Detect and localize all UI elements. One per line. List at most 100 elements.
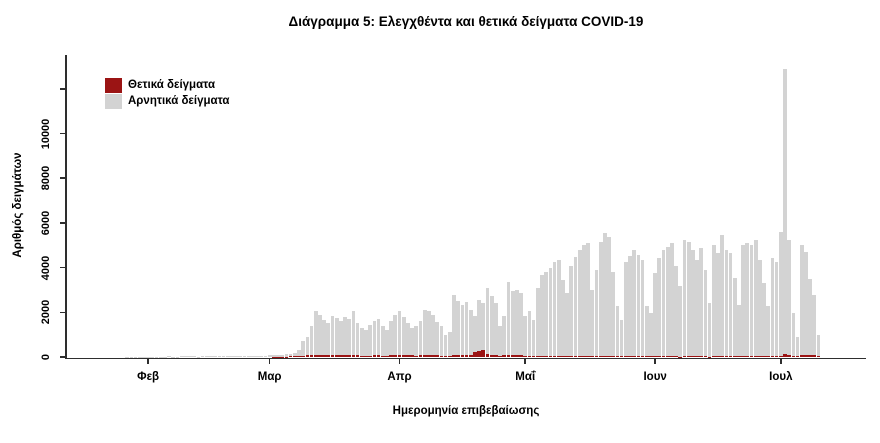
bar-positive-segment (577, 355, 582, 357)
bar-positive-segment (477, 350, 481, 357)
bar-positive-segment (561, 356, 565, 357)
bar-positive-segment (297, 355, 301, 357)
bar-negative-segment (661, 249, 666, 357)
bar-positive-segment (628, 355, 632, 357)
bar-positive-segment (615, 356, 620, 357)
bar-negative-segment (200, 356, 205, 357)
bar-negative-segment (804, 251, 808, 355)
bar-negative-segment (670, 243, 674, 357)
bar-positive-segment (301, 355, 306, 357)
bar-positive-segment (758, 356, 762, 357)
bar-positive-segment (703, 356, 708, 357)
bar-negative-segment (770, 258, 775, 356)
bar-positive-segment (783, 354, 787, 357)
bar-negative-segment (569, 266, 574, 356)
bar-positive-segment (414, 355, 419, 357)
bar-positive-segment (556, 355, 561, 357)
bar-positive-segment (431, 355, 435, 357)
bar-negative-segment (351, 311, 356, 355)
bar-positive-segment (334, 355, 339, 357)
bar-positive-segment (468, 354, 473, 357)
bar-positive-segment (804, 354, 808, 357)
bar-negative-segment (355, 323, 360, 356)
bar-negative-segment (347, 319, 352, 356)
bar-positive-segment (762, 356, 766, 357)
bar-positive-segment (540, 355, 544, 357)
bar-negative-segment (427, 311, 431, 356)
bar-positive-segment (711, 356, 716, 357)
bar-negative-segment (255, 355, 259, 357)
bar-positive-segment (670, 356, 674, 357)
bar-negative-segment (502, 316, 507, 356)
bar-negative-segment (179, 356, 184, 357)
bar-negative-segment (334, 317, 339, 356)
bar-negative-segment (540, 274, 544, 356)
bar-positive-segment (288, 356, 293, 357)
bar-negative-segment (724, 249, 729, 357)
y-axis-label: Αριθμός δειγμάτων (12, 152, 24, 258)
bar-negative-segment (464, 301, 469, 355)
bar-positive-segment (427, 355, 431, 357)
y-tick-mark (60, 132, 65, 135)
x-tick-mark (524, 359, 526, 364)
bar-positive-segment (594, 355, 599, 357)
bar-negative-segment (485, 288, 490, 354)
bar-positive-segment (695, 356, 699, 357)
bar-negative-segment (477, 299, 481, 351)
x-tick-label: Φεβ (137, 371, 160, 383)
bar-negative-segment (758, 259, 762, 357)
bar-negative-segment (414, 326, 419, 356)
bar-negative-segment (728, 253, 733, 357)
bar-positive-segment (309, 354, 314, 357)
bar-negative-segment (213, 356, 218, 357)
x-tick-label: Απρ (387, 371, 412, 383)
bar-positive-segment (368, 355, 373, 357)
bar-negative-segment (619, 319, 624, 357)
bar-positive-segment (812, 355, 817, 357)
bar-positive-segment (586, 356, 590, 357)
bar-positive-segment (347, 355, 352, 357)
chart-title: Διάγραμμα 5: Ελεγχθέντα και θετικά δείγμ… (288, 14, 644, 29)
bar-positive-segment (636, 355, 641, 357)
bar-negative-segment (716, 253, 720, 357)
bar-negative-segment (808, 278, 813, 356)
bar-positive-segment (799, 354, 804, 357)
bar-positive-segment (389, 355, 394, 357)
bar-negative-segment (682, 239, 687, 357)
bar-negative-segment (506, 281, 511, 355)
bar-negative-segment (732, 278, 737, 357)
bar-positive-segment (460, 355, 465, 357)
bar-negative-segment (703, 269, 708, 357)
bar-negative-segment (674, 266, 678, 357)
bar-negative-segment (640, 259, 645, 356)
bar-negative-segment (368, 324, 373, 356)
bar-negative-segment (753, 239, 758, 356)
bar-positive-segment (791, 355, 796, 357)
bar-positive-segment (443, 355, 448, 357)
bar-negative-segment (339, 321, 343, 356)
y-tick-mark (60, 222, 65, 224)
bar-negative-segment (301, 341, 306, 356)
bar-negative-segment (410, 327, 414, 356)
bar-negative-segment (799, 244, 804, 355)
bar-negative-segment (192, 356, 197, 357)
y-tick-label: 2000 (40, 300, 52, 325)
bar-negative-segment (221, 356, 226, 357)
bar-positive-segment (410, 355, 414, 357)
bar-positive-segment (682, 356, 687, 357)
bar-positive-segment (573, 355, 578, 357)
bar-positive-segment (582, 355, 586, 357)
bar-negative-segment (443, 334, 448, 356)
bar-positive-segment (649, 356, 653, 357)
bar-positive-segment (531, 355, 536, 357)
bar-negative-segment (749, 244, 754, 356)
bar-negative-segment (632, 249, 637, 356)
bar-positive-segment (380, 355, 385, 357)
x-tick-mark (147, 359, 149, 364)
bar-negative-segment (615, 306, 620, 357)
bar-negative-segment (565, 293, 569, 357)
bar-negative-segment (359, 327, 364, 356)
bar-negative-segment (678, 286, 683, 357)
bar-negative-segment (380, 325, 385, 356)
bar-positive-segment (623, 355, 628, 357)
